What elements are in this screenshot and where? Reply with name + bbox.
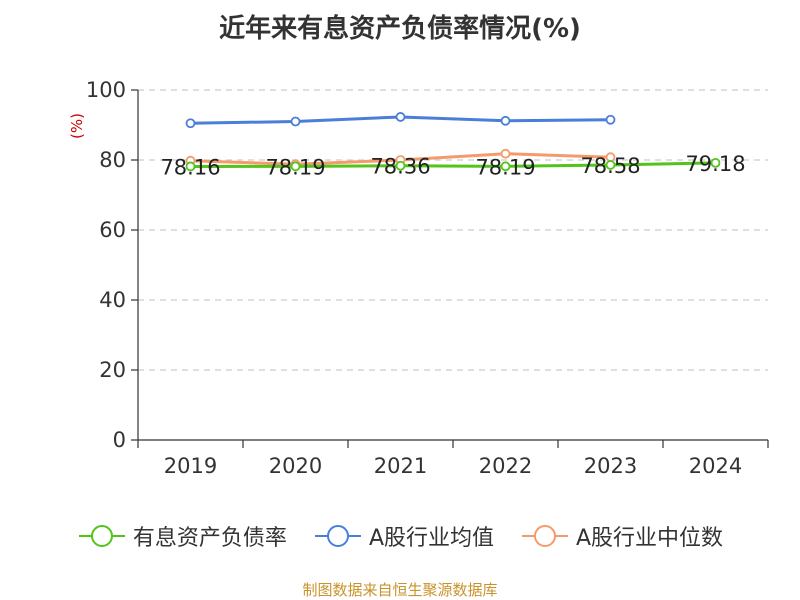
series-0-point-2019 (185, 161, 196, 172)
series-1-point-2020 (290, 116, 301, 127)
legend-item-1[interactable]: A股行业均值 (313, 520, 494, 552)
series-1-point-2023 (605, 114, 616, 125)
x-tick-label-2023: 2023 (584, 454, 637, 478)
legend-label: 有息资产负债率 (132, 526, 287, 551)
legend-swatch-icon (314, 525, 361, 547)
series-1-point-2021 (395, 112, 406, 122)
y-tick-label-100: 100 (86, 78, 126, 102)
x-tick-label-2024: 2024 (689, 454, 742, 478)
series-0-point-2020 (290, 161, 301, 172)
x-tick-label-2019: 2019 (164, 454, 217, 478)
series-0-point-2023 (605, 160, 616, 170)
legend-swatch-marker (90, 525, 113, 547)
legend-swatch-icon (78, 525, 125, 547)
x-tick-label-2021: 2021 (374, 454, 427, 478)
data-label-2021: 78.36 (370, 155, 430, 179)
x-tick-label-2022: 2022 (479, 454, 532, 478)
series-0-line (190, 161, 716, 168)
legend-swatch-icon (522, 525, 568, 547)
data-labels: 78.16 78.19 78.36 78.19 78.58 79.18 (160, 152, 745, 180)
legend-label: A股行业中位数 (576, 526, 724, 551)
gridlines (138, 89, 768, 371)
data-label-2019: 78.16 (160, 155, 220, 179)
y-tick-label-20: 20 (99, 358, 126, 382)
series-2-point-2022 (500, 148, 511, 159)
x-tick-label-2020: 2020 (269, 454, 322, 478)
series-0-point-2024 (710, 157, 721, 168)
data-label-2022: 78.19 (475, 155, 535, 179)
source-note: 制图数据来自恒生聚源数据库 (302, 581, 498, 599)
data-label-2023: 78.58 (580, 154, 640, 178)
y-tick-label-80: 80 (99, 148, 126, 172)
y-tick-label-60: 60 (99, 218, 126, 242)
legend-item-0[interactable]: 有息资产负债率 (77, 520, 287, 552)
data-label-2020: 78.19 (265, 155, 325, 179)
series (185, 112, 721, 172)
data-label-2024: 79.18 (685, 152, 745, 176)
legend-label: A股行业均值 (368, 526, 494, 551)
series-0-point-2022 (500, 161, 511, 172)
y-tick-label-40: 40 (99, 288, 126, 312)
series-1-point-2019 (185, 118, 196, 129)
chart-title: 近年来有息资产负债率情况(%) (219, 14, 581, 44)
series-0-point-2021 (395, 160, 406, 171)
legend: 有息资产负债率 A股行业均值 A股行业中位数 (0, 520, 800, 552)
series-1-point-2022 (500, 115, 511, 126)
y-tick-label-0: 0 (113, 428, 126, 452)
axes: 0 20 40 60 80 100(%) 2019 2020 2021 2022 2023 2024 (68, 78, 769, 478)
legend-swatch-marker (534, 525, 556, 547)
legend-swatch-marker (326, 525, 349, 547)
y-axis-label: (%) (68, 113, 86, 139)
legend-item-2[interactable]: A股行业中位数 (520, 520, 723, 552)
